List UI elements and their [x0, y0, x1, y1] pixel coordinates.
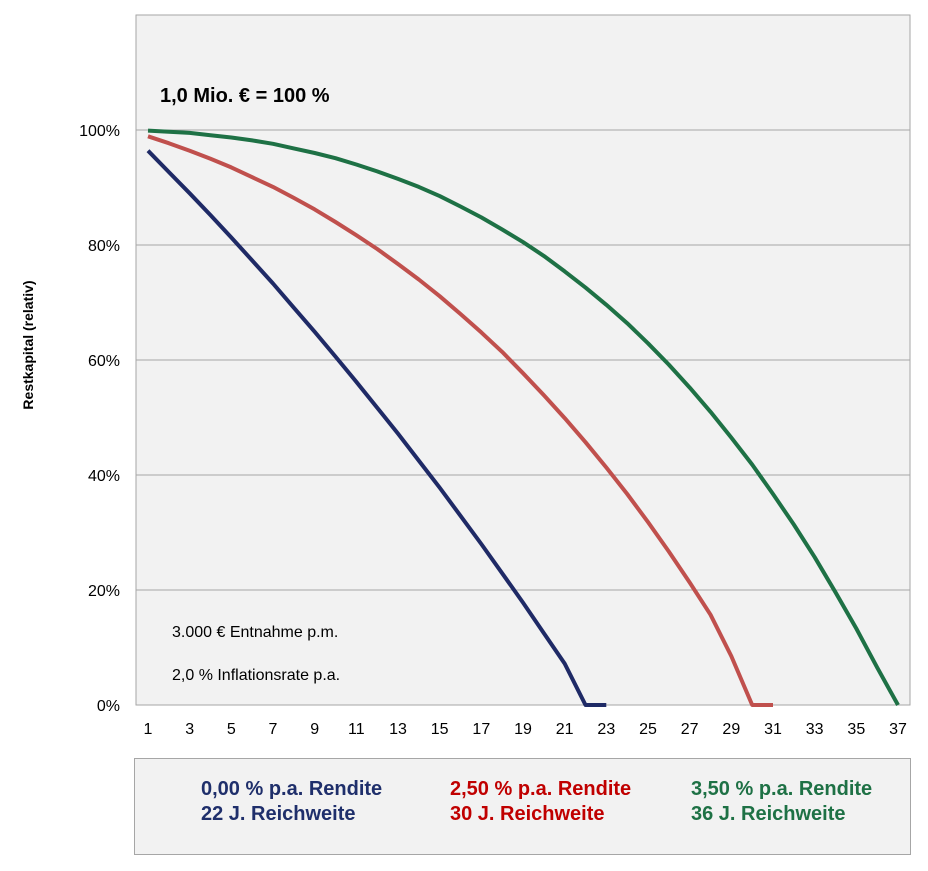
x-tick-label: 5 — [227, 721, 236, 738]
series-line-2 — [147, 128, 900, 706]
legend-item-0-percent: 0,00 % p.a. Rendite 22 J. Reichweite — [201, 777, 382, 827]
y-tick-label: 20% — [88, 583, 120, 600]
legend-reach: 22 J. Reichweite — [201, 803, 356, 825]
chart-title: 1,0 Mio. € = 100 % — [160, 85, 330, 107]
x-tick-label: 3 — [185, 721, 194, 738]
legend-name: 2,50 % p.a. Rendite — [450, 778, 632, 800]
x-tick-label: 19 — [514, 721, 532, 738]
legend-reach: 36 J. Reichweite — [691, 803, 846, 825]
y-axis-label: Restkapital (relativ) — [20, 280, 36, 409]
y-tick-label: 40% — [88, 468, 120, 485]
x-tick-label: 31 — [764, 721, 782, 738]
y-tick-label: 100% — [79, 123, 120, 140]
x-tick-label: 25 — [639, 721, 657, 738]
x-tick-label: 33 — [806, 721, 824, 738]
x-tick-label: 17 — [472, 721, 490, 738]
legend-name: 3,50 % p.a. Rendite — [691, 778, 873, 800]
x-tick-label: 1 — [144, 721, 153, 738]
legend-item-2-5-percent: 2,50 % p.a. Rendite 30 J. Reichweite — [450, 777, 631, 827]
x-tick-label: 35 — [847, 721, 865, 738]
annotation-inflation: 2,0 % Inflationsrate p.a. — [172, 667, 340, 684]
series-line-0 — [146, 149, 607, 707]
legend-item-3-5-percent: 3,50 % p.a. Rendite 36 J. Reichweite — [691, 777, 872, 827]
y-tick-label: 0% — [97, 698, 120, 715]
x-tick-label: 27 — [681, 721, 699, 738]
y-tick-label: 80% — [88, 238, 120, 255]
series-line-1 — [147, 134, 773, 707]
x-tick-label: 23 — [597, 721, 615, 738]
x-tick-label: 29 — [722, 721, 740, 738]
legend-name: 0,00 % p.a. Rendite — [201, 778, 383, 800]
x-tick-label: 21 — [556, 721, 574, 738]
x-tick-label: 37 — [889, 721, 907, 738]
legend: 0,00 % p.a. Rendite 22 J. Reichweite 2,5… — [134, 758, 911, 855]
x-tick-label: 9 — [310, 721, 319, 738]
legend-reach: 30 J. Reichweite — [450, 803, 605, 825]
x-tick-label: 7 — [269, 721, 278, 738]
x-tick-label: 11 — [348, 721, 365, 738]
x-tick-label: 13 — [389, 721, 407, 738]
y-tick-label: 60% — [88, 353, 120, 370]
x-tick-label: 15 — [431, 721, 449, 738]
annotation-withdrawal: 3.000 € Entnahme p.m. — [172, 624, 338, 641]
